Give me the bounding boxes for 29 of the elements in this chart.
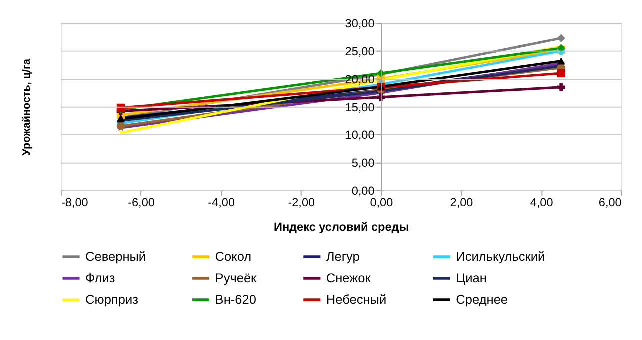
legend-label: Сюрприз [86,292,139,307]
x-tick-label: 4,00 [530,196,554,210]
y-tick-label: 15,00 [345,101,376,114]
y-tick-label: 0,00 [352,184,376,198]
legend-label: Снежок [326,270,372,286]
x-axis-title: Индекс условий среды [274,221,410,234]
x-tick-label: 6,00 [598,196,622,210]
legend-label: Ручеёк [215,270,258,286]
legend-label: Циан [456,270,487,286]
legend-label: Северный [86,248,146,264]
y-tick-label: 20,00 [345,73,376,86]
legend-label: Небесный [326,292,387,307]
y-axis-title: Урожайность, ц/га [20,58,33,156]
x-tick-label: -6,00 [128,196,156,210]
legend-label: Флиз [86,270,116,286]
y-tick-label: 30,00 [345,18,376,31]
legend-label: Сокол [215,248,252,264]
x-tick-label: -2,00 [288,196,316,210]
legend-label: Исилькульский [456,248,546,264]
y-tick-label: 10,00 [345,129,376,142]
x-tick-label: 2,00 [450,196,474,210]
x-tick-label: 0,00 [370,196,394,210]
x-tick-label: -8,00 [61,196,89,210]
y-tick-label: 25,00 [345,46,376,59]
legend-label: Среднее [456,292,508,307]
y-tick-label: 5,00 [352,157,376,170]
legend-label: Вн-620 [215,292,256,307]
x-tick-label: -4,00 [208,196,236,210]
legend-label: Легур [326,248,360,264]
